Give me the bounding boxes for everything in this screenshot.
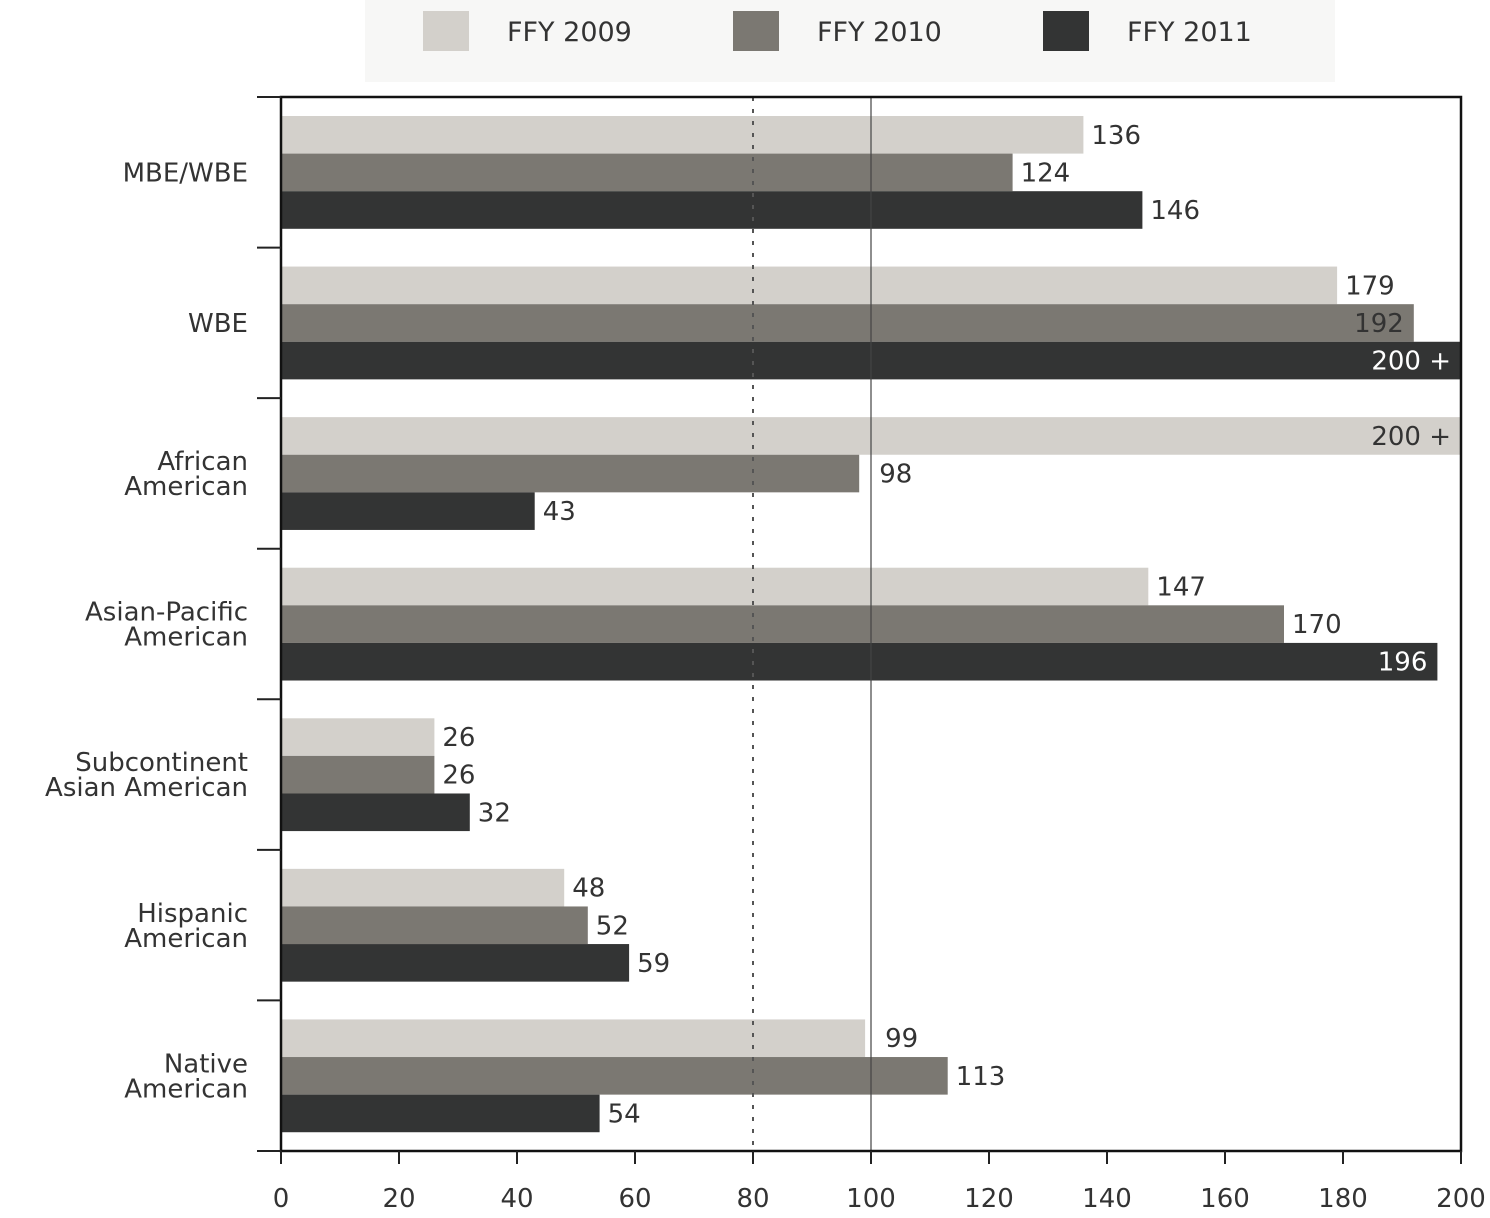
reference-lines — [752, 97, 872, 1151]
bar — [281, 605, 1284, 643]
category-label: Asian-Pacific American — [85, 598, 248, 653]
bar — [281, 868, 565, 907]
data-labels: 136 124 146 179 192 200 + 200 + 98 43 147 170 196 26… — [442, 121, 1451, 1130]
x-tick-label: 200 — [1436, 1184, 1486, 1214]
bar — [281, 642, 1438, 681]
axes: MBE/WBE WBE African American Asian-Pacific Am… — [45, 95, 1486, 1214]
legend-label: FFY 2011 — [1127, 17, 1252, 48]
bar — [281, 153, 1013, 192]
data-label: 200 + — [1371, 347, 1451, 377]
category-label: African American — [124, 447, 248, 502]
bar — [281, 191, 1143, 229]
bar — [281, 1094, 600, 1133]
bar — [281, 567, 1149, 606]
x-tick-label: 20 — [382, 1184, 415, 1214]
legend-swatch — [733, 11, 779, 51]
data-label: 113 — [956, 1062, 1006, 1092]
x-tick-label: 40 — [500, 1184, 533, 1214]
bar — [281, 454, 860, 493]
x-tick-label: 180 — [1318, 1184, 1368, 1214]
data-label: 192 — [1354, 309, 1404, 339]
bar — [281, 718, 435, 756]
data-label: 136 — [1091, 121, 1141, 151]
bar — [281, 492, 535, 530]
legend-background — [365, 0, 1335, 82]
legend-label: FFY 2009 — [507, 17, 632, 48]
category-label: Hispanic American — [124, 899, 248, 954]
bar — [281, 304, 1414, 342]
data-label: 26 — [442, 723, 475, 753]
data-label: 179 — [1345, 271, 1395, 301]
legend-label: FFY 2010 — [817, 17, 942, 48]
data-label: 48 — [572, 874, 605, 904]
data-label: 200 + — [1371, 422, 1451, 452]
bar — [281, 793, 470, 832]
data-label: 147 — [1156, 573, 1206, 603]
data-label: 98 — [879, 460, 912, 490]
bar — [281, 755, 435, 794]
data-label: 99 — [885, 1024, 918, 1054]
data-label: 54 — [608, 1099, 641, 1129]
legend-swatch — [423, 11, 469, 51]
data-label: 32 — [478, 798, 511, 828]
x-tick-label: 120 — [964, 1184, 1014, 1214]
data-label: 26 — [442, 761, 475, 791]
legend-swatch — [1043, 11, 1089, 51]
bar — [281, 944, 630, 982]
bar — [281, 116, 1084, 154]
data-label: 196 — [1378, 648, 1428, 678]
x-tick-label: 0 — [273, 1184, 290, 1214]
legend: FFY 2009 FFY 2010 FFY 2011 — [423, 11, 1252, 51]
data-label: 146 — [1150, 196, 1200, 226]
category-label: WBE — [188, 309, 248, 339]
x-tick-label: 80 — [736, 1184, 769, 1214]
x-tick-label: 100 — [846, 1184, 896, 1214]
category-label: Subcontinent Asian American — [45, 748, 248, 803]
data-label: 59 — [637, 949, 670, 979]
x-tick-label: 60 — [618, 1184, 651, 1214]
data-label: 43 — [543, 497, 576, 527]
category-label: MBE/WBE — [123, 158, 248, 188]
x-tick-label: 140 — [1082, 1184, 1132, 1214]
data-label: 52 — [596, 911, 629, 941]
bar — [281, 906, 588, 945]
x-tick-label: 160 — [1200, 1184, 1250, 1214]
category-label: Native American — [124, 1049, 248, 1104]
bar — [281, 1019, 866, 1058]
data-label: 124 — [1021, 158, 1071, 188]
data-label: 170 — [1292, 610, 1342, 640]
bar — [281, 266, 1338, 305]
bar — [281, 1057, 948, 1095]
